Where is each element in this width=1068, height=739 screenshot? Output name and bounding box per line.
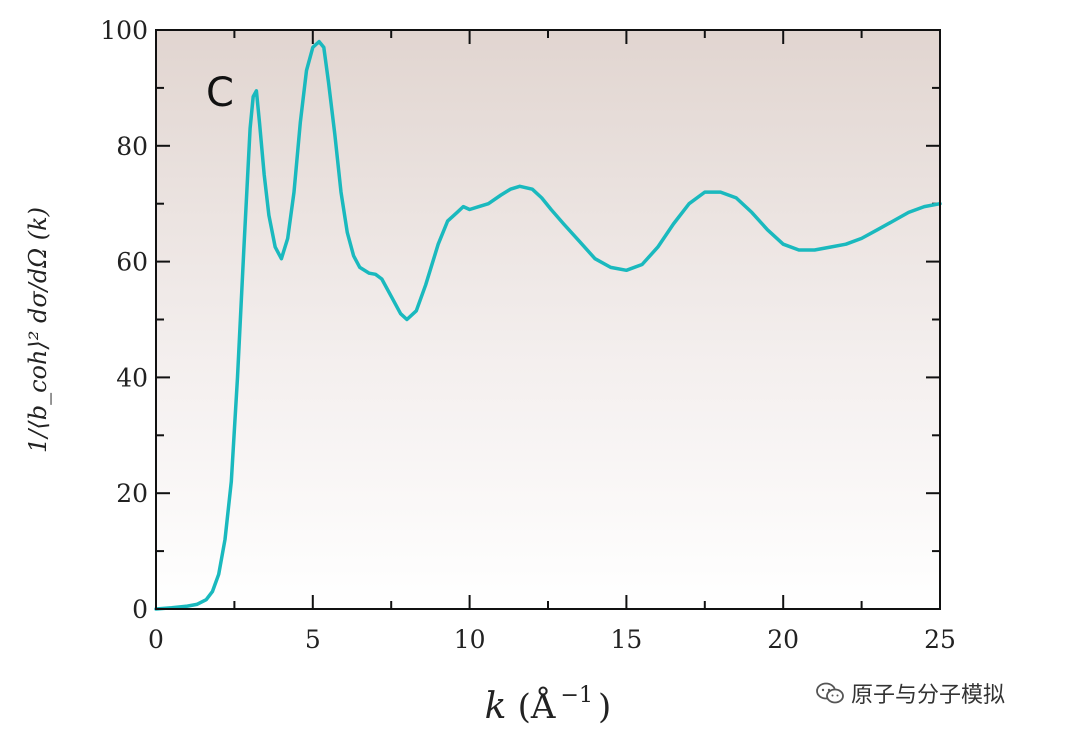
watermark: 原子与分子模拟 (815, 676, 1005, 710)
x-axis-title-unit: (Å (518, 686, 556, 727)
x-axis-title-var: k (485, 686, 507, 727)
plot-frame (155, 29, 941, 610)
watermark-text: 原子与分子模拟 (851, 683, 1006, 708)
x-axis-title-exp: −1 (561, 683, 593, 708)
x-axis-title: k (Å −1 ) (485, 683, 612, 727)
series-line (154, 39, 942, 611)
y-tick-label: 60 (116, 248, 148, 277)
x-tick-labels: 0 5 10 15 20 25 (148, 625, 956, 654)
y-tick-labels: 0 20 40 60 80 100 (100, 16, 148, 624)
y-tick-label: 0 (132, 595, 148, 624)
y-tick-label: 40 (116, 363, 148, 392)
x-tick-label: 0 (148, 625, 164, 654)
x-tick-label: 20 (767, 625, 799, 654)
panel-label: C (206, 70, 234, 116)
wechat-icon (816, 682, 844, 704)
y-axis-title: 1/⟨b_coh⟩² dσ/dΩ (k) (24, 207, 52, 453)
y-tick-label: 20 (116, 479, 148, 508)
y-tick-label: 80 (116, 132, 148, 161)
x-tick-label: 25 (924, 625, 956, 654)
x-tick-label: 10 (454, 625, 486, 654)
x-tick-label: 15 (610, 625, 642, 654)
x-axis-title-close: ) (598, 687, 611, 727)
plot-area (156, 30, 940, 609)
y-tick-label: 100 (100, 16, 148, 45)
x-tick-label: 5 (305, 625, 321, 654)
